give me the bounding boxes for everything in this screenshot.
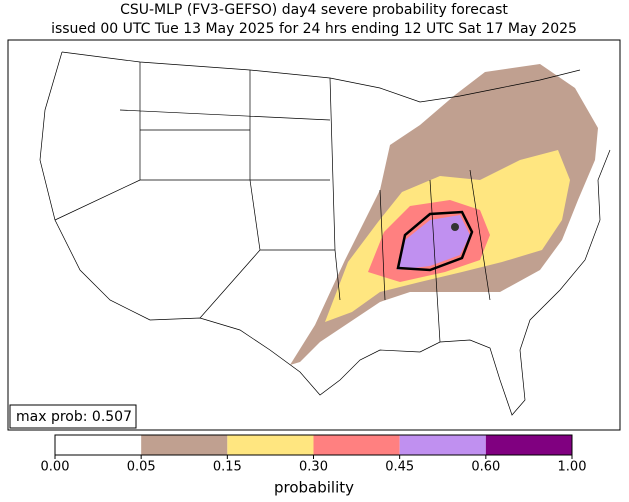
colorbar-segment <box>313 435 400 455</box>
colorbar-segment <box>141 435 228 455</box>
colorbar-segment <box>55 435 142 455</box>
max-prob-label: max prob: 0.507 <box>16 409 132 425</box>
colorbar-tick-label: 1.00 <box>558 460 587 475</box>
title-line: CSU-MLP (FV3-GEFSO) day4 severe probabil… <box>120 2 508 18</box>
colorbar-tick-label: 0.05 <box>127 460 156 475</box>
colorbar: 0.00 0.05 0.15 0.30 0.45 0.60 1.00 <box>41 434 587 475</box>
title-line: issued 00 UTC Tue 13 May 2025 for 24 hrs… <box>51 21 577 37</box>
colorbar-tick-label: 0.30 <box>299 460 328 475</box>
max-prob-box <box>9 404 137 429</box>
colorbar-segment <box>485 435 572 455</box>
colorbar-tick-label: 0.45 <box>385 460 414 475</box>
borders <box>39 51 611 416</box>
colorbar-tick-label: 0.00 <box>41 460 70 475</box>
colorbar-label: probability <box>274 479 354 497</box>
map: max prob: 0.507 <box>7 39 621 431</box>
max-point <box>451 223 459 231</box>
colorbar-tick-label: 0.15 <box>213 460 242 475</box>
colorbar-segment <box>399 435 486 455</box>
colorbar-segment <box>227 435 314 455</box>
colorbar-tick-label: 0.60 <box>471 460 500 475</box>
